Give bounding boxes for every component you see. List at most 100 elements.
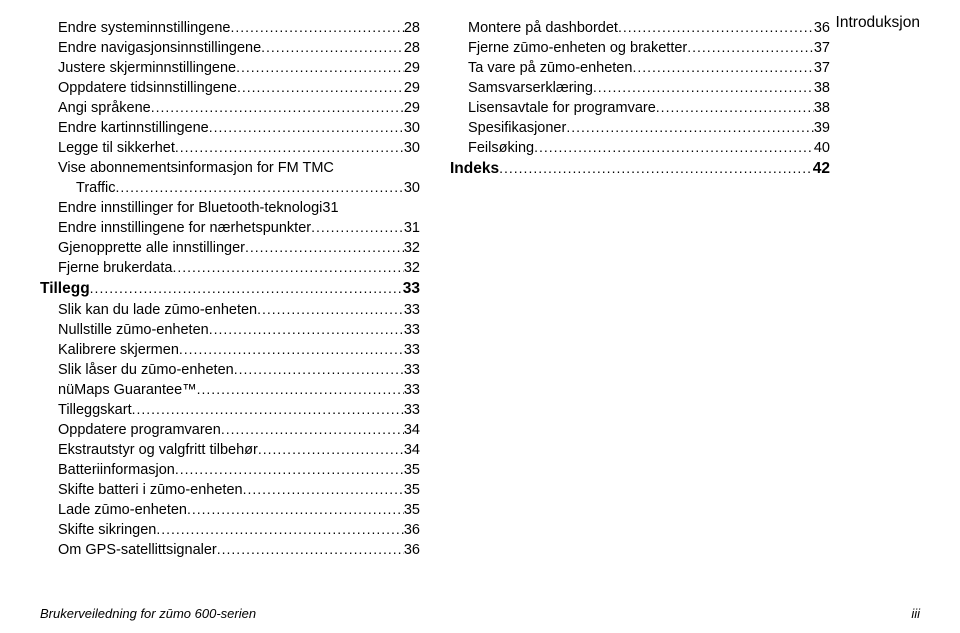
toc-page-number: 34: [404, 440, 420, 460]
toc-page-number: 33: [403, 278, 420, 300]
toc-page-number: 30: [404, 178, 420, 198]
toc-entry: Samsvarserklæring.......................…: [450, 78, 830, 98]
toc-leader-dots: ........................................…: [156, 520, 404, 539]
toc-leader-dots: ........................................…: [258, 440, 404, 459]
toc-leader-dots: ........................................…: [632, 58, 813, 77]
toc-leader-dots: ........................................…: [656, 98, 814, 117]
toc-page-number: 35: [404, 500, 420, 520]
toc-label: Slik låser du zūmo-enheten: [40, 360, 234, 380]
toc-entry: Endre innstillingene for nærhetspunkter.…: [40, 218, 420, 238]
toc-leader-dots: ........................................…: [257, 300, 404, 319]
toc-entry: Nullstille zūmo-enheten.................…: [40, 320, 420, 340]
toc-entry: Montere på dashbordet...................…: [450, 18, 830, 38]
toc-page-number: 33: [404, 380, 420, 400]
toc-leader-dots: ........................................…: [132, 400, 404, 419]
toc-entry: Endre innstillinger for Bluetooth-teknol…: [40, 198, 420, 218]
toc-leader-dots: ........................................…: [209, 320, 404, 339]
toc-leader-dots: ........................................…: [245, 238, 404, 257]
toc-label: Spesifikasjoner: [450, 118, 566, 138]
toc-page-number: 40: [814, 138, 830, 158]
toc-leader-dots: ........................................…: [243, 480, 404, 499]
toc-label: Slik kan du lade zūmo-enheten: [40, 300, 257, 320]
toc-label: Indeks: [450, 158, 499, 180]
toc-page-number: 33: [404, 400, 420, 420]
toc-page-number: 42: [813, 158, 830, 180]
toc-label: Endre navigasjonsinnstillingene: [40, 38, 261, 58]
toc-entry: Endre kartinnstillingene................…: [40, 118, 420, 138]
toc-entry: Feilsøking..............................…: [450, 138, 830, 158]
toc-page-number: 31: [322, 198, 338, 218]
toc-entry: Ta vare på zūmo-enheten.................…: [450, 58, 830, 78]
toc-page-number: 37: [814, 58, 830, 78]
toc-entry: Endre systeminnstillingene..............…: [40, 18, 420, 38]
toc-heading: Tillegg.................................…: [40, 278, 420, 300]
toc-leader-dots: ........................................…: [197, 380, 404, 399]
toc-leader-dots: ........................................…: [687, 38, 814, 57]
toc-page-number: 32: [404, 238, 420, 258]
toc-label: Batteriinformasjon: [40, 460, 175, 480]
toc-label: Endre innstillingene for nærhetspunkter: [40, 218, 311, 238]
toc-leader-dots: ........................................…: [534, 138, 814, 157]
toc-leader-dots: ........................................…: [217, 540, 404, 559]
toc-label: Vise abonnementsinformasjon for FM TMC: [40, 158, 334, 178]
toc-page-number: 28: [404, 38, 420, 58]
toc-entry: Slik låser du zūmo-enheten..............…: [40, 360, 420, 380]
toc-entry: Spesifikasjoner.........................…: [450, 118, 830, 138]
toc-page-number: 29: [404, 98, 420, 118]
toc-page-number: 33: [404, 320, 420, 340]
toc-entry: Oppdatere programvaren..................…: [40, 420, 420, 440]
toc-page-number: 39: [814, 118, 830, 138]
toc-label: Fjerne brukerdata: [40, 258, 172, 278]
toc-entry: Skifte batteri i zūmo-enheten...........…: [40, 480, 420, 500]
toc-leader-dots: ........................................…: [311, 218, 404, 237]
toc-leader-dots: ........................................…: [179, 340, 404, 359]
toc-label: Tillegg: [40, 278, 90, 300]
toc-label: Kalibrere skjermen: [40, 340, 179, 360]
toc-label: Oppdatere programvaren: [40, 420, 221, 440]
toc-label: Montere på dashbordet: [450, 18, 618, 38]
toc-leader-dots: ........................................…: [187, 500, 404, 519]
toc-label: Justere skjerminnstillingene: [40, 58, 236, 78]
toc-entry: Slik kan du lade zūmo-enheten...........…: [40, 300, 420, 320]
toc-leader-dots: ........................................…: [115, 178, 403, 197]
toc-label: Angi språkene: [40, 98, 151, 118]
toc-leader-dots: ........................................…: [175, 138, 404, 157]
toc-page-number: 33: [404, 340, 420, 360]
toc-page-number: 35: [404, 460, 420, 480]
toc-page-number: 36: [404, 540, 420, 560]
toc-page-number: 37: [814, 38, 830, 58]
toc-label: Samsvarserklæring: [450, 78, 593, 98]
toc-entry: Batteriinformasjon......................…: [40, 460, 420, 480]
toc-page-number: 35: [404, 480, 420, 500]
toc-entry: Fjerne zūmo-enheten og braketter........…: [450, 38, 830, 58]
toc-entry: Oppdatere tidsinnstillingene............…: [40, 78, 420, 98]
toc-label: nüMaps Guarantee™: [40, 380, 197, 400]
toc-leader-dots: ........................................…: [230, 18, 403, 37]
toc-entry: Ekstrautstyr og valgfritt tilbehør......…: [40, 440, 420, 460]
toc-entry: Om GPS-satellittsignaler................…: [40, 540, 420, 560]
toc-label: Oppdatere tidsinnstillingene: [40, 78, 237, 98]
toc-label: Endre systeminnstillingene: [40, 18, 230, 38]
toc-leader-dots: ........................................…: [90, 278, 403, 298]
toc-page-number: 30: [404, 118, 420, 138]
toc-page-number: 31: [404, 218, 420, 238]
toc-page-number: 28: [404, 18, 420, 38]
toc-page-number: 30: [404, 138, 420, 158]
toc-label: Nullstille zūmo-enheten: [40, 320, 209, 340]
toc-leader-dots: ........................................…: [151, 98, 404, 117]
toc-page-number: 38: [814, 78, 830, 98]
toc-label: Tilleggskart: [40, 400, 132, 420]
toc-page-number: 32: [404, 258, 420, 278]
toc-page-number: 36: [814, 18, 830, 38]
toc-column-right: Montere på dashbordet...................…: [450, 18, 830, 560]
toc-label: Lade zūmo-enheten: [40, 500, 187, 520]
toc-page-number: 29: [404, 78, 420, 98]
toc-leader-dots: ........................................…: [566, 118, 814, 137]
toc-leader-dots: ........................................…: [236, 58, 404, 77]
toc-entry: nüMaps Guarantee™.......................…: [40, 380, 420, 400]
toc-entry: Traffic.................................…: [40, 178, 420, 198]
toc-entry: Justere skjerminnstillingene............…: [40, 58, 420, 78]
toc-label: Skifte sikringen: [40, 520, 156, 540]
toc-label: Ekstrautstyr og valgfritt tilbehør: [40, 440, 258, 460]
toc-leader-dots: ........................................…: [221, 420, 404, 439]
